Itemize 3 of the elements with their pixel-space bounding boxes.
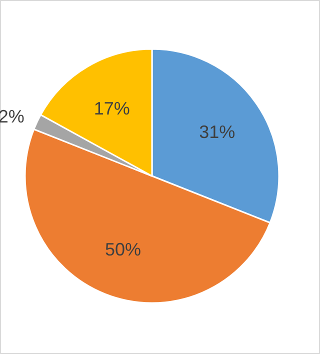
data-label: 50% [105, 240, 142, 260]
data-label: 17% [94, 98, 130, 119]
data-label: 31% [199, 122, 236, 142]
